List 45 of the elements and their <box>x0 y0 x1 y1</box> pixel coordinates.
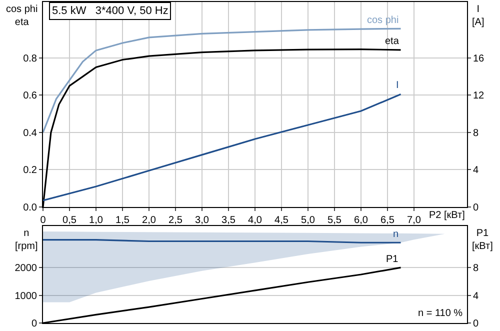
y2-tick-label: 8 <box>473 128 479 139</box>
x-tick-label: 4,0 <box>248 215 262 226</box>
x-tick-label: 4,5 <box>274 215 289 226</box>
y-tick-label: 1000 <box>14 290 38 302</box>
y2-axis-title: P1 [кВт] <box>472 228 494 252</box>
y2-tick-label: 4 <box>473 290 479 302</box>
y2-tick-label: 4 <box>473 165 479 176</box>
annotation: n = 110 % <box>418 308 463 319</box>
x-tick-label: 5,0 <box>301 215 316 226</box>
series-label: P1 <box>386 254 399 265</box>
x-tick-label: 1,0 <box>89 215 104 226</box>
y-axis-title: cos phi eta <box>6 4 38 28</box>
x-tick-label: 1,5 <box>116 215 130 226</box>
x-tick-label: 5,5 <box>328 215 342 226</box>
y-tick-label: 0.2 <box>23 165 38 176</box>
x-tick-label: 6,5 <box>380 215 395 226</box>
y2-tick-label: 12 <box>473 90 485 102</box>
series-label: n <box>393 229 399 240</box>
y-tick-label: 0.8 <box>23 53 38 64</box>
y-tick-label: 2000 <box>14 263 38 274</box>
y-tick-label: 0.4 <box>23 128 38 139</box>
series-label: eta <box>385 36 400 47</box>
line-series <box>43 28 402 134</box>
x-tick-label: 2,5 <box>168 215 183 226</box>
y2-tick-label: 0 <box>473 202 479 214</box>
y2-tick-label: 16 <box>473 53 485 64</box>
line-series <box>43 93 402 202</box>
x-tick-label: 3,5 <box>222 215 236 226</box>
y-axis-title: n [rpm] <box>15 228 38 252</box>
y2-tick-label: 0 <box>473 318 479 330</box>
y2-axis-title: I [A] <box>472 4 484 28</box>
x-tick-label: 0 <box>40 215 46 226</box>
x-tick-label: 7,0 <box>407 215 422 226</box>
x-tick-label: 6,0 <box>354 215 368 226</box>
y2-tick-label: 8 <box>473 263 479 274</box>
x-tick-label: 2,0 <box>142 215 156 226</box>
chart-title: 5.5 kW 3*400 V, 50 Hz <box>52 5 168 17</box>
y-tick-label: 0.0 <box>23 202 38 214</box>
x-tick-label: 3,0 <box>195 215 210 226</box>
y-tick-label: 0.6 <box>23 90 38 102</box>
x-tick-label: 0,5 <box>62 215 77 226</box>
y-tick-label: 0 <box>31 318 38 330</box>
series-label: I <box>396 80 399 91</box>
series-label: cos phi <box>367 15 399 26</box>
x-axis-title: P2 [кВт] <box>429 210 466 221</box>
